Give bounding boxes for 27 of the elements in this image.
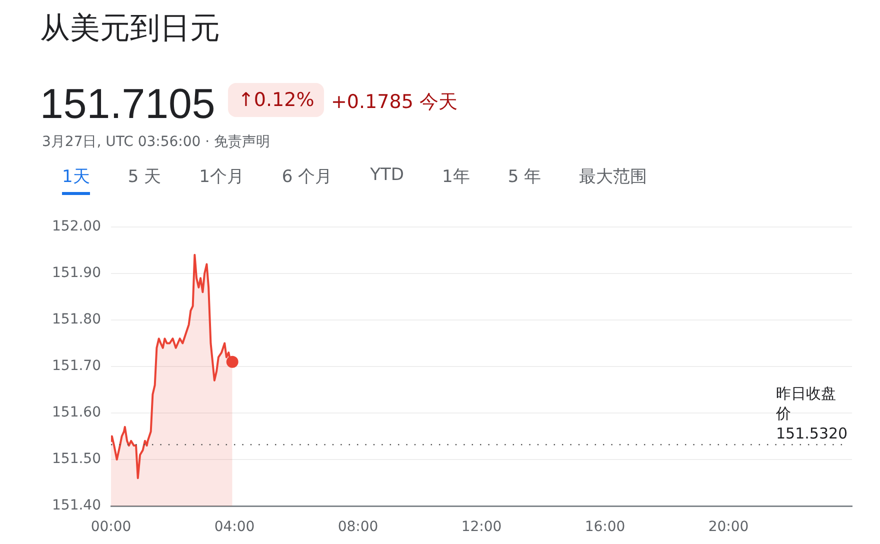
y-tick-label: 151.80 (52, 312, 101, 328)
text: 最大范围 (579, 166, 648, 189)
text: +0.1785 今天 (331, 90, 458, 115)
y-tick-label: 151.60 (52, 404, 101, 421)
text: 6 个月 (282, 166, 332, 189)
y-tick-label: 151.40 (52, 498, 101, 514)
x-tick-label: 20:00 (708, 519, 749, 536)
y-tick-label: 151.70 (52, 358, 101, 374)
chart-title: 从美元到日元 (40, 10, 220, 48)
y-tick-label: 152.00 (52, 218, 101, 235)
ref-line-label: 昨日收盘价 151.5320 (775, 384, 848, 443)
x-tick-label: 08:00 (338, 519, 378, 536)
text: YTD (370, 165, 404, 187)
text: 1天 (62, 165, 90, 195)
x-tick-label: 04:00 (214, 519, 255, 536)
text: 5 天 (128, 166, 162, 189)
x-tick-label: 16:00 (584, 519, 626, 536)
text: 1年 (442, 166, 470, 189)
y-tick-label: 151.90 (52, 265, 101, 282)
text: 3月27日, UTC 03:56:00 · 免责声明 (42, 133, 270, 151)
text: 5 年 (508, 166, 542, 189)
x-tick-label: 12:00 (461, 519, 502, 536)
text: ↑0.12% (228, 83, 324, 117)
chart-subtitle: 151.7105 (40, 80, 216, 128)
text: 1个月 (199, 166, 244, 189)
x-tick-label: 00:00 (90, 519, 132, 536)
y-tick-label: 151.50 (52, 451, 101, 468)
